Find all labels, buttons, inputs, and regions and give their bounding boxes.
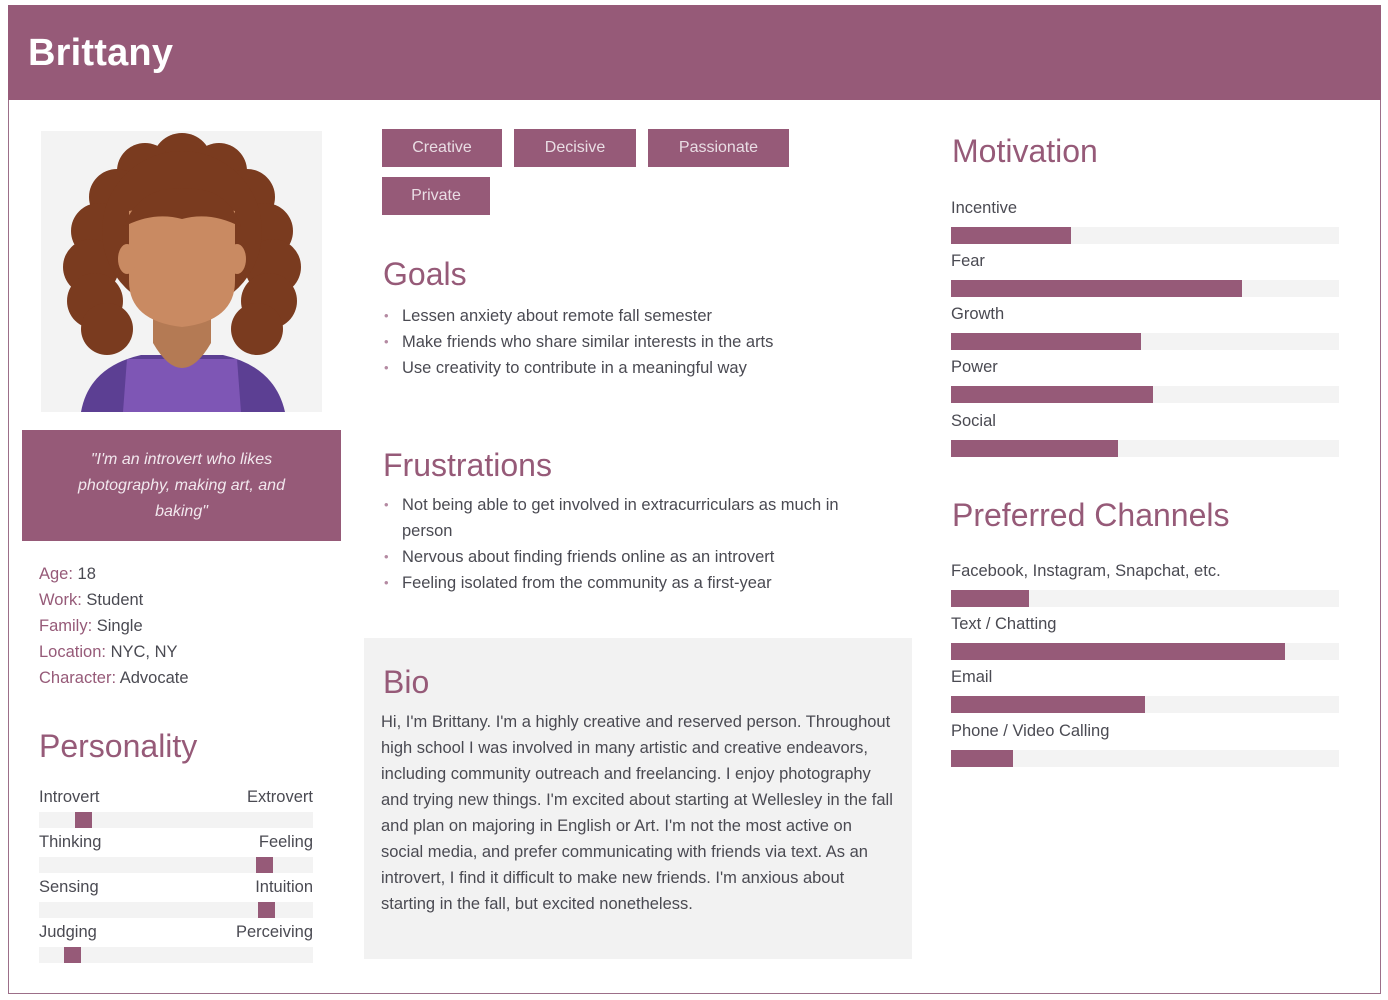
meter-label: Facebook, Instagram, Snapchat, etc. [951,562,1221,580]
trait-left-label: Judging [39,923,97,941]
meter-label: Email [951,668,993,686]
channels-heading: Preferred Channels [952,497,1230,533]
tag-private: Private [382,177,490,215]
avatar-illustration [63,133,301,412]
trait-track [39,857,313,873]
channel-text-chatting: Text / Chatting [951,615,1339,660]
trait-marker [74,812,92,828]
trait-left-label: Sensing [39,878,99,896]
motivation-social: Social [951,412,1339,457]
fact-work: Work: Student [39,587,189,613]
fact-key: Family: [39,617,93,635]
fact-age: Age: 18 [39,561,189,587]
trait-judging-perceiving: Judging Perceiving [39,923,313,963]
trait-introvert-extrovert: Introvert Extrovert [39,788,313,828]
meter-fill [951,590,1029,607]
trait-thinking-feeling: Thinking Feeling [39,833,313,873]
fact-key: Location: [39,643,106,661]
trait-track [39,902,313,918]
meter-track [951,227,1339,244]
trait-right-label: Intuition [255,878,313,896]
fact-value: Single [96,617,143,635]
bio-panel [364,638,912,959]
trait-track [39,947,313,963]
fact-character: Character: Advocate [39,665,189,691]
motivation-growth: Growth [951,305,1339,350]
meter-fill [951,227,1072,244]
motivation-incentive: Incentive [951,199,1339,244]
header-bar: Brittany [8,5,1381,100]
meter-fill [951,333,1142,350]
motivation-heading: Motivation [952,133,1098,169]
tag-decisive: Decisive [514,129,636,167]
fact-value: NYC, NY [110,643,178,661]
list-item: Use creativity to contribute in a meanin… [383,355,883,381]
channel-phone-video: Phone / Video Calling [951,722,1339,767]
channel-email: Email [951,668,1339,713]
trait-track [39,812,313,828]
frustrations-list: Not being able to get involved in extrac… [383,492,883,596]
meter-track [951,333,1339,350]
meter-label: Fear [951,252,985,270]
motivation-power: Power [951,358,1339,403]
motivation-fear: Fear [951,252,1339,297]
persona-quote: "I'm an introvert who likes photography,… [78,450,285,520]
fact-value: Student [86,591,144,609]
trait-right-label: Perceiving [235,923,313,941]
goals-list: Lessen anxiety about remote fall semeste… [383,303,883,381]
meter-fill [951,643,1285,660]
trait-left-label: Thinking [39,833,102,851]
meter-track [951,590,1339,607]
list-item: Not being able to get involved in extrac… [383,492,883,544]
trait-marker [63,947,81,963]
meter-label: Growth [951,305,1005,323]
list-item: Lessen anxiety about remote fall semeste… [383,303,883,329]
trait-marker [258,902,276,918]
demographics-list: Age: 18 Work: Student Family: Single Loc… [39,561,189,691]
meter-track [951,643,1339,660]
meter-track [951,440,1339,457]
meter-track [951,696,1339,713]
personality-heading: Personality [39,728,198,764]
meter-label: Text / Chatting [951,615,1057,633]
meter-label: Power [951,358,998,376]
trait-sensing-intuition: Sensing Intuition [39,878,313,918]
fact-location: Location: NYC, NY [39,639,189,665]
fact-key: Age: [39,565,73,583]
meter-track [951,280,1339,297]
meter-fill [951,696,1145,713]
quote-box: "I'm an introvert who likes photography,… [22,430,341,541]
meter-label: Phone / Video Calling [951,722,1110,740]
fact-family: Family: Single [39,613,189,639]
list-item: Nervous about finding friends online as … [383,544,883,570]
bio-heading: Bio [383,664,430,700]
fact-value: Advocate [119,669,189,687]
channel-social-media: Facebook, Instagram, Snapchat, etc. [951,562,1339,607]
fact-key: Work: [39,591,82,609]
meter-track [951,750,1339,767]
fact-value: 18 [77,565,96,583]
meter-label: Incentive [951,199,1018,217]
avatar [41,131,322,412]
fact-key: Character: [39,669,117,687]
frustrations-heading: Frustrations [383,447,552,483]
trait-marker [255,857,273,873]
trait-right-label: Feeling [258,833,313,851]
meter-fill [951,750,1014,767]
bio-text: Hi, I'm Brittany. I'm a highly creative … [381,713,893,913]
meter-fill [951,280,1242,297]
list-item: Make friends who share similar interests… [383,329,883,355]
tag-passionate: Passionate [648,129,789,167]
meter-fill [951,440,1118,457]
persona-name: Brittany [28,32,174,74]
tag-creative: Creative [382,129,502,167]
meter-fill [951,386,1153,403]
list-item: Feeling isolated from the community as a… [383,570,883,596]
trait-right-label: Extrovert [246,788,313,806]
trait-left-label: Introvert [39,788,100,806]
meter-track [951,386,1339,403]
meter-label: Social [951,412,996,430]
goals-heading: Goals [383,256,467,292]
